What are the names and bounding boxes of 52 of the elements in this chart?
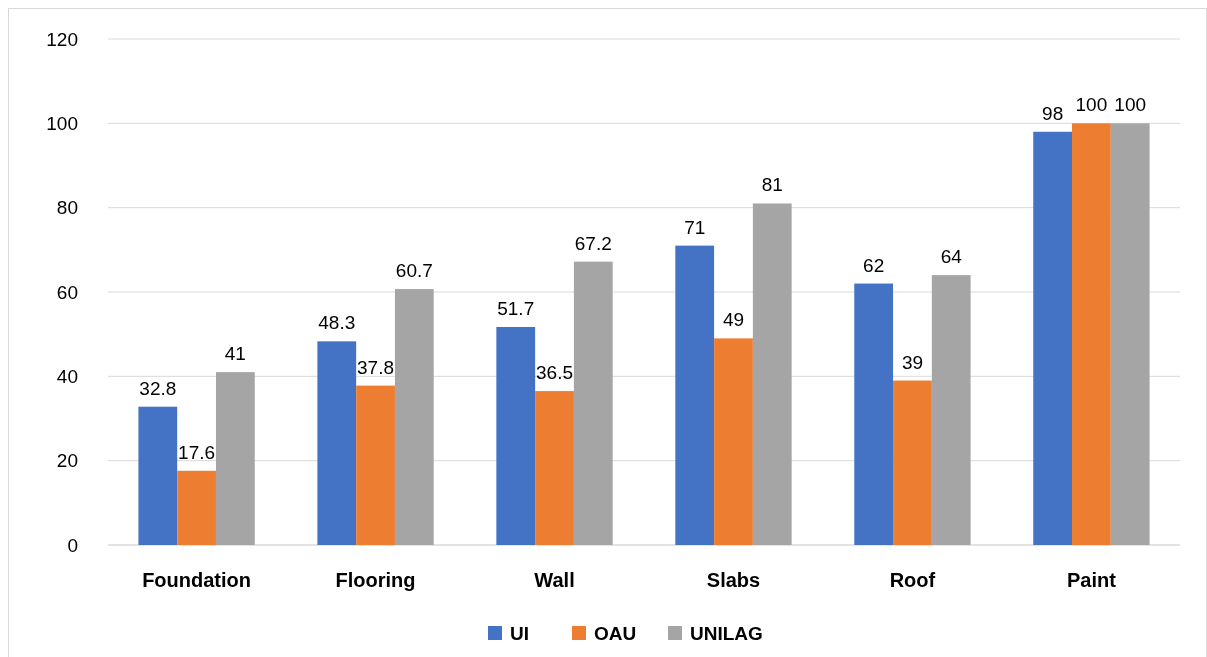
y-tick-label: 40 bbox=[56, 365, 78, 387]
data-label: 100 bbox=[1114, 94, 1147, 116]
x-tick-label: Roof bbox=[889, 569, 936, 591]
data-label: 49 bbox=[722, 309, 745, 331]
x-tick-label: Foundation bbox=[142, 569, 252, 591]
legend-label: UI bbox=[510, 622, 529, 644]
data-label: 32.8 bbox=[139, 377, 177, 399]
legend-label: OAU bbox=[594, 622, 637, 644]
bar bbox=[714, 338, 753, 545]
bar bbox=[215, 372, 255, 545]
bar bbox=[931, 275, 971, 545]
data-label: 60.7 bbox=[395, 260, 433, 282]
bar bbox=[1033, 131, 1073, 545]
y-tick-label: 120 bbox=[46, 28, 78, 50]
y-tick-label: 20 bbox=[56, 450, 78, 472]
bar bbox=[535, 391, 574, 545]
y-tick-label: 80 bbox=[56, 197, 78, 219]
data-label: 48.3 bbox=[318, 312, 356, 334]
data-label: 37.8 bbox=[357, 356, 395, 378]
bar bbox=[675, 245, 715, 545]
bar bbox=[394, 289, 434, 545]
data-label: 39 bbox=[901, 351, 924, 373]
bar bbox=[854, 283, 894, 545]
data-label: 41 bbox=[224, 343, 246, 365]
data-label: 62 bbox=[863, 254, 885, 276]
y-tick-label: 60 bbox=[56, 281, 78, 303]
bar bbox=[893, 380, 932, 545]
bar bbox=[1072, 123, 1111, 545]
bar bbox=[138, 406, 178, 545]
data-label: 100 bbox=[1075, 94, 1108, 116]
bar bbox=[317, 341, 357, 545]
data-label: 81 bbox=[761, 174, 783, 196]
y-tick-label: 0 bbox=[67, 534, 78, 556]
data-label: 64 bbox=[940, 246, 963, 268]
data-label: 17.6 bbox=[178, 441, 216, 463]
bar bbox=[496, 327, 536, 545]
data-label: 67.2 bbox=[574, 232, 612, 254]
bar bbox=[752, 203, 792, 545]
legend-label: UNILAG bbox=[690, 622, 763, 644]
data-label: 71 bbox=[684, 216, 706, 238]
x-tick-label: Flooring bbox=[335, 569, 416, 591]
data-label: 36.5 bbox=[536, 362, 574, 384]
bar bbox=[573, 261, 613, 545]
x-tick-label: Wall bbox=[534, 569, 575, 591]
data-label: 51.7 bbox=[497, 298, 535, 319]
y-tick-label: 100 bbox=[46, 112, 78, 134]
bar bbox=[356, 385, 395, 545]
x-tick-label: Paint bbox=[1066, 569, 1117, 591]
x-tick-label: Slabs bbox=[706, 569, 761, 591]
bar bbox=[1110, 123, 1150, 545]
bar bbox=[177, 470, 216, 545]
data-label: 98 bbox=[1042, 102, 1064, 124]
